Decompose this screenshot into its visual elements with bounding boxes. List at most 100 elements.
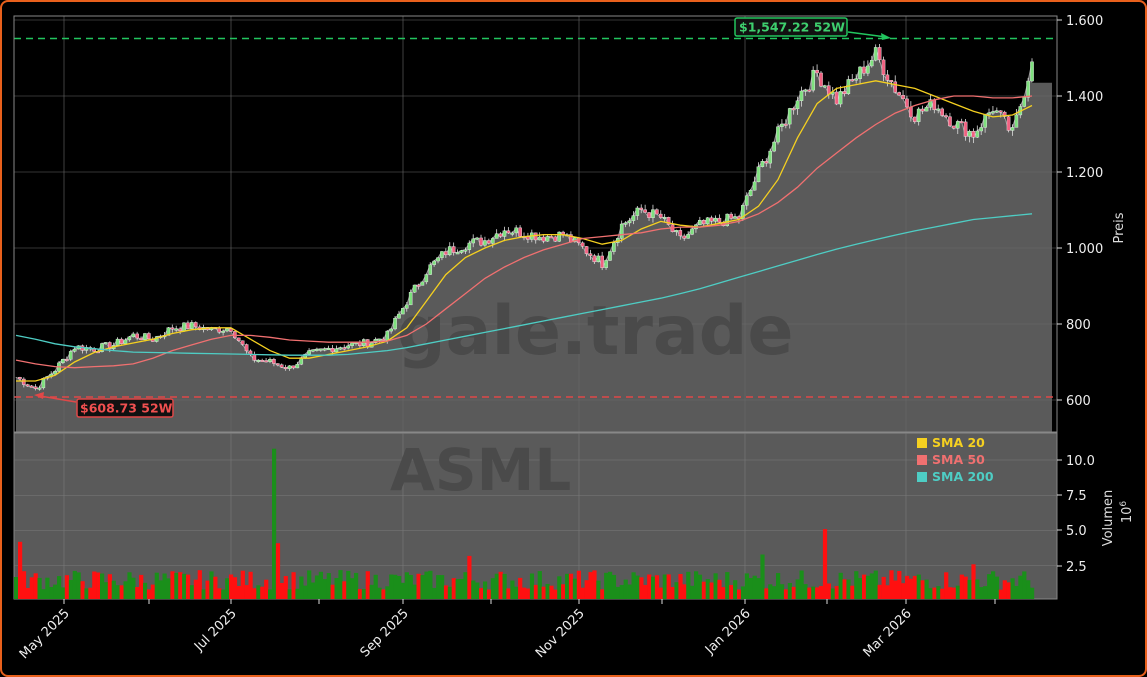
candle-body xyxy=(858,66,862,79)
candle-body xyxy=(811,69,815,91)
candle-body xyxy=(190,322,194,329)
volume-bar xyxy=(541,586,546,599)
candle-body xyxy=(698,219,702,225)
volume-bar xyxy=(838,572,843,599)
candle-body xyxy=(584,246,589,254)
candle-body xyxy=(350,342,354,347)
candle-body xyxy=(61,359,65,364)
svg-text:5.0: 5.0 xyxy=(1066,524,1087,539)
candle-body xyxy=(916,108,921,122)
volume-grid xyxy=(14,433,1057,599)
volume-bar xyxy=(389,574,394,599)
volume-bar xyxy=(158,580,163,599)
candle-body xyxy=(459,250,464,253)
candle-body xyxy=(752,181,757,191)
candle-body xyxy=(545,236,550,242)
svg-text:2.5: 2.5 xyxy=(1066,560,1087,575)
volume-bar xyxy=(21,571,27,599)
price-tick: 1.400 xyxy=(1057,90,1103,105)
52w-low-annotation: $608.73 52W xyxy=(34,392,174,418)
price-tick: 800 xyxy=(1057,318,1091,333)
volume-bar xyxy=(256,585,261,599)
volume-bar xyxy=(744,573,749,599)
candle-body xyxy=(346,345,350,349)
candle-body xyxy=(319,348,323,351)
ticker-watermark: ASML xyxy=(390,436,571,504)
candle-body xyxy=(854,78,858,81)
volume-bar xyxy=(229,574,234,599)
candle-body xyxy=(440,251,444,258)
candle-body xyxy=(799,90,804,101)
volume-bar xyxy=(68,580,73,599)
volume-bar xyxy=(592,570,597,599)
volume-bar xyxy=(217,588,222,599)
volume-bar xyxy=(545,583,550,599)
volume-bar xyxy=(303,585,308,599)
candle-body xyxy=(596,255,601,263)
candle-body xyxy=(1002,111,1007,117)
volume-bar xyxy=(600,589,605,599)
candle-body xyxy=(385,330,390,341)
volume-bar xyxy=(881,576,886,599)
candle-body xyxy=(678,230,683,237)
volume-bar xyxy=(275,543,281,599)
candle-body xyxy=(107,342,112,350)
candle-body xyxy=(897,92,901,96)
candle-body xyxy=(580,242,585,247)
candle-body xyxy=(948,116,952,127)
candle-body xyxy=(412,284,417,293)
volume-bar xyxy=(713,573,718,599)
candle-body xyxy=(795,100,800,110)
candle-body xyxy=(322,348,327,351)
candle-body xyxy=(272,359,276,364)
volume-bar xyxy=(916,574,921,599)
candle-body xyxy=(643,209,647,213)
volume-bar xyxy=(404,572,409,599)
volume-bar xyxy=(748,578,753,599)
volume-bar xyxy=(33,573,38,599)
candle-body xyxy=(784,123,788,126)
candle-body xyxy=(487,240,491,244)
candle-body xyxy=(236,337,241,341)
candle-body xyxy=(866,65,870,74)
candle-body xyxy=(334,348,339,353)
candle-body xyxy=(233,331,237,339)
volume-bar xyxy=(826,583,831,599)
candle-body xyxy=(25,384,30,387)
volume-bar xyxy=(41,589,46,599)
volume-bar xyxy=(869,573,874,599)
volume-bar xyxy=(143,582,148,599)
volume-bar xyxy=(373,574,378,599)
svg-text:7.5: 7.5 xyxy=(1066,489,1087,504)
candle-body xyxy=(709,217,714,222)
volume-bar xyxy=(674,582,679,599)
volume-bar xyxy=(1014,585,1019,599)
volume-bar xyxy=(979,587,984,599)
candle-body xyxy=(526,236,530,240)
candle-body xyxy=(995,110,999,113)
candle-body xyxy=(1030,61,1034,82)
volume-bar xyxy=(279,583,284,599)
candle-body xyxy=(655,209,659,215)
candle-body xyxy=(147,333,151,340)
candle-body xyxy=(268,359,272,362)
candle-body xyxy=(741,205,745,220)
volume-bar xyxy=(365,571,370,599)
volume-bar xyxy=(166,578,171,599)
volume-bar xyxy=(197,570,202,599)
volume-bar xyxy=(522,587,527,599)
volume-bar xyxy=(803,584,808,599)
volume-bar xyxy=(611,574,617,599)
candle-body xyxy=(225,328,229,332)
candle-body xyxy=(905,98,909,108)
candle-body xyxy=(838,91,843,105)
volume-bar xyxy=(357,589,363,599)
volume-bar xyxy=(725,572,730,599)
sma-line-sma50 xyxy=(15,95,1033,369)
candle-body xyxy=(115,338,120,346)
candle-body xyxy=(717,217,722,223)
sma-line-sma20 xyxy=(16,80,1033,382)
volume-bar xyxy=(901,583,906,599)
